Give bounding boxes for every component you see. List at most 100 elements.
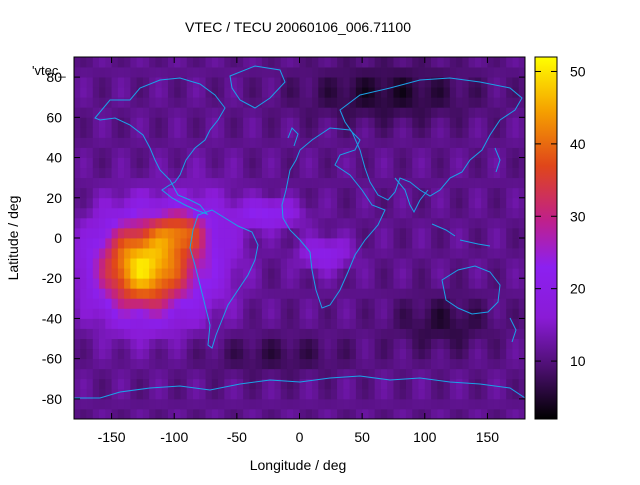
heatmap-cell [186,207,194,219]
heatmap-cell [99,207,106,219]
heatmap-cell [293,107,300,118]
heatmap-cell [518,408,525,419]
heatmap-cell [268,107,275,118]
heatmap-cell [512,177,520,189]
heatmap-cell [155,268,163,279]
heatmap-cell [80,87,87,98]
heatmap-cell [86,127,94,138]
heatmap-cell [487,117,495,128]
heatmap-cell [499,388,507,400]
heatmap-cell [218,207,225,219]
heatmap-cell [312,318,319,329]
heatmap-cell [487,227,495,239]
coast-south-america [189,209,259,349]
heatmap-cell [380,167,388,179]
heatmap-cell [374,288,382,299]
heatmap-cell [368,268,376,279]
heatmap-cell [274,268,282,279]
heatmap-cell [105,147,112,158]
heatmap-cell [205,298,213,309]
heatmap-cell [249,358,257,370]
heatmap-cell [405,408,413,419]
heatmap-cell [343,348,351,360]
heatmap-cell [456,197,463,209]
heatmap-cell [456,97,463,108]
heatmap-cell [155,197,163,209]
heatmap-cell [493,97,501,108]
heatmap-cell [80,328,87,339]
heatmap-cell [443,67,451,78]
heatmap-cell [456,227,463,239]
heatmap-cell [199,57,206,68]
heatmap-cell [343,358,351,370]
heatmap-cell [280,318,288,329]
heatmap-cell [224,318,231,329]
heatmap-cell [437,368,444,380]
heatmap-cell [493,87,501,98]
heatmap-cell [255,388,263,400]
heatmap-cell [224,338,231,350]
heatmap-cell [286,117,294,128]
heatmap-cell [493,137,501,148]
heatmap-cell [117,167,125,179]
heatmap-cell [274,258,282,269]
heatmap-cell [493,248,501,259]
heatmap-cell [393,137,401,148]
heatmap-cell [268,288,275,299]
heatmap-cell [324,348,332,360]
heatmap-cell [211,328,219,339]
heatmap-cell [193,348,200,360]
heatmap-cell [180,197,188,209]
heatmap-cell [174,207,181,219]
heatmap-cell [374,328,382,339]
heatmap-cell [105,278,112,289]
heatmap-cell [387,408,394,419]
heatmap-cell [261,227,269,239]
heatmap-cell [412,308,419,319]
heatmap-cell [380,238,388,249]
heatmap-cell [449,298,457,309]
heatmap-cell [412,57,419,68]
heatmap-cell [105,67,112,78]
heatmap-cell [431,278,438,289]
coast-australia [441,265,501,315]
heatmap-cell [261,97,269,108]
heatmap-cell [393,328,401,339]
heatmap-cell [92,217,100,229]
heatmap-cell [268,167,275,179]
heatmap-cell [167,398,175,410]
heatmap-cell [80,187,87,199]
heatmap-cell [261,258,269,269]
heatmap-cell [124,87,131,98]
heatmap-cell [249,107,257,118]
heatmap-cell [136,177,144,189]
heatmap-cell [74,358,81,370]
heatmap-cell [418,298,426,309]
heatmap-cell [205,378,213,390]
heatmap-cell [230,368,238,380]
heatmap-cell [99,268,106,279]
heatmap-cell [280,87,288,98]
heatmap-cell [349,338,357,350]
heatmap-cell [312,187,319,199]
heatmap-cell [431,217,438,229]
heatmap-cell [405,117,413,128]
heatmap-cell [387,398,394,410]
heatmap-cell [74,308,81,319]
heatmap-cell [368,328,376,339]
heatmap-cell [268,398,275,410]
heatmap-cell [130,127,138,138]
heatmap-cell [512,268,520,279]
heatmap-cell [399,177,407,189]
heatmap-cell [136,278,144,289]
heatmap-cell [481,197,488,209]
heatmap-cell [305,318,313,329]
heatmap-cell [86,268,94,279]
heatmap-cell [99,338,106,350]
heatmap-cell [167,117,175,128]
heatmap-cell [255,328,263,339]
heatmap-cell [180,408,188,419]
heatmap-cell [393,338,401,350]
heatmap-cell [224,117,231,128]
heatmap-cell [330,358,338,370]
